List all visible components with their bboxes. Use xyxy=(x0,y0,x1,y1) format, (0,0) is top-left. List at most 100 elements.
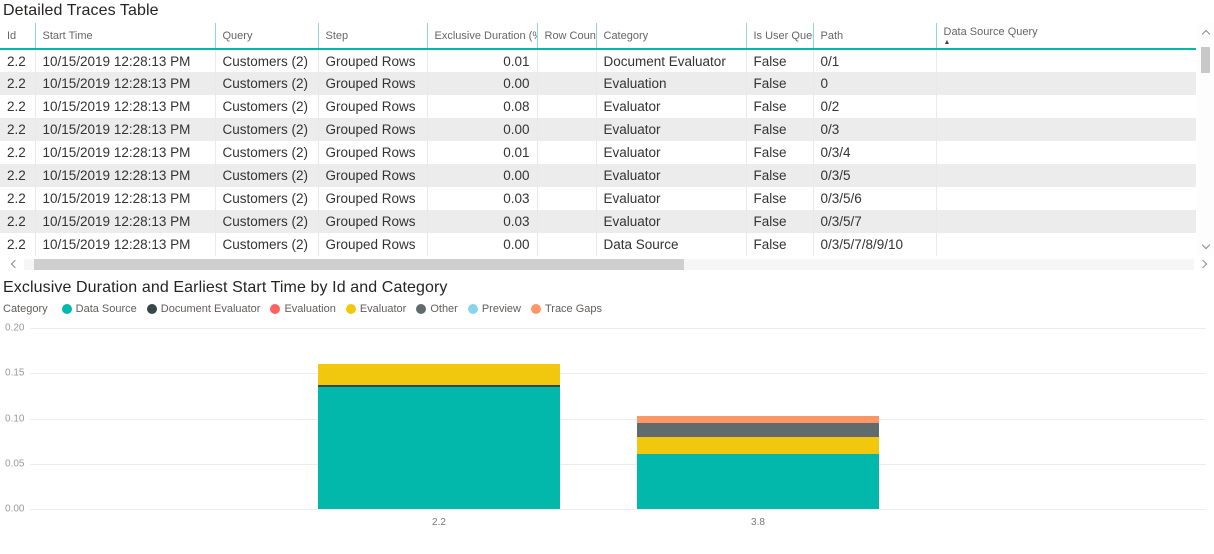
cell-step: Grouped Rows xyxy=(317,164,427,187)
table-vertical-scrollbar[interactable] xyxy=(1197,23,1214,256)
cell-start-time: 10/15/2019 12:28:13 PM xyxy=(34,164,215,187)
cell-id: 2.2 xyxy=(7,145,26,160)
cell-query: Customers (2) xyxy=(214,95,318,118)
column-header-start-time[interactable]: Start Time xyxy=(34,23,215,50)
bar-segment-data-source[interactable] xyxy=(318,386,560,509)
cell-query: Customers (2) xyxy=(214,187,318,210)
stacked-bar-2-2[interactable] xyxy=(318,364,560,509)
chart-title: Exclusive Duration and Earliest Start Ti… xyxy=(3,279,448,296)
cell-path: 0/2 xyxy=(812,95,936,118)
horizontal-scroll-track[interactable] xyxy=(24,258,1194,270)
cell-id: 2.2 xyxy=(7,76,26,91)
bar-segment-document-evaluator[interactable] xyxy=(318,385,560,387)
column-header-data-source-query[interactable]: Data Source Query ▲ xyxy=(935,23,1196,50)
scroll-up-icon[interactable] xyxy=(1201,29,1210,39)
column-header-label: Exclusive Duration (%) xyxy=(434,29,538,42)
cell-step: Grouped Rows xyxy=(317,95,427,118)
cell-exclusive-duration: 0.01 xyxy=(426,49,537,72)
cell-row-count xyxy=(536,118,596,141)
vertical-scroll-thumb[interactable] xyxy=(1201,47,1210,73)
table-row[interactable]: 2.2 10/15/2019 12:28:13 PM Customers (2) Gr… xyxy=(0,141,1196,164)
cell-query: Customers (2) xyxy=(214,141,318,164)
cell-row-count xyxy=(536,164,596,187)
legend-item-other[interactable]: Other xyxy=(416,303,458,315)
cell-row-count xyxy=(536,141,596,164)
column-header-path[interactable]: Path xyxy=(812,23,936,50)
column-header-label: Is User Query xyxy=(753,29,814,42)
legend-item-document-evaluator[interactable]: Document Evaluator xyxy=(146,303,260,315)
cell-data-source-query xyxy=(935,118,1196,141)
table-row[interactable]: 2.2 10/15/2019 12:28:13 PM Customers (2) Gr… xyxy=(0,95,1196,118)
cell-path: 0/1 xyxy=(812,49,936,72)
legend-dot-icon xyxy=(61,304,72,314)
table-row[interactable]: 2.2 10/15/2019 12:28:13 PM Customers (2) Gr… xyxy=(0,187,1196,210)
column-header-query[interactable]: Query xyxy=(214,23,318,50)
legend-dot-icon xyxy=(345,304,356,314)
cell-exclusive-duration: 0.03 xyxy=(426,187,537,210)
cell-data-source-query xyxy=(935,72,1196,95)
table-row[interactable]: 2.2 10/15/2019 12:28:13 PM Customers (2) Gr… xyxy=(0,49,1196,72)
cell-start-time: 10/15/2019 12:28:13 PM xyxy=(34,187,215,210)
x-axis-category-label: 3.8 xyxy=(751,517,765,528)
table-row[interactable]: 2.2 10/15/2019 12:28:13 PM Customers (2) Gr… xyxy=(0,210,1196,233)
cell-query: Customers (2) xyxy=(214,210,318,233)
cell-path: 0 xyxy=(812,72,936,95)
column-header-label: Path xyxy=(820,29,844,42)
column-header-label: Start Time xyxy=(42,29,93,42)
cell-is-user-query: False xyxy=(745,187,813,210)
stacked-bar-3-8[interactable] xyxy=(637,415,879,509)
legend-item-preview[interactable]: Preview xyxy=(467,303,521,315)
legend-dot-icon xyxy=(270,304,281,314)
duration-chart-visual: Exclusive Duration and Earliest Start Ti… xyxy=(0,279,1214,543)
horizontal-scroll-thumb[interactable] xyxy=(34,258,684,270)
bar-segment-evaluator[interactable] xyxy=(637,436,879,454)
cell-step: Grouped Rows xyxy=(317,187,427,210)
cell-data-source-query xyxy=(935,95,1196,118)
gridline xyxy=(30,509,1206,510)
cell-exclusive-duration: 0.01 xyxy=(426,141,537,164)
cell-data-source-query xyxy=(935,141,1196,164)
cell-category: Evaluator xyxy=(595,187,746,210)
table-row[interactable]: 2.2 10/15/2019 12:28:13 PM Customers (2) Gr… xyxy=(0,72,1196,95)
cell-category: Evaluator xyxy=(595,118,746,141)
cell-is-user-query: False xyxy=(745,141,813,164)
bar-segment-evaluator[interactable] xyxy=(318,364,560,386)
bar-segment-data-source[interactable] xyxy=(637,453,879,509)
legend-item-data-source[interactable]: Data Source xyxy=(61,303,137,315)
legend-item-trace-gaps[interactable]: Trace Gaps xyxy=(530,303,602,315)
legend-dot-icon xyxy=(467,304,478,314)
cell-is-user-query: False xyxy=(745,49,813,72)
legend-item-evaluation[interactable]: Evaluation xyxy=(270,303,336,315)
column-header-is-user-query[interactable]: Is User Query xyxy=(745,23,814,50)
cell-id: 2.2 xyxy=(7,214,26,229)
column-header-row-count[interactable]: Row Count xyxy=(536,23,596,50)
cell-step: Grouped Rows xyxy=(317,118,427,141)
cell-path: 0/3/5/6 xyxy=(812,187,936,210)
column-header-exclusive-duration[interactable]: Exclusive Duration (%) xyxy=(426,23,538,50)
column-header-category[interactable]: Category xyxy=(595,23,746,50)
table-header: Id Start Time Query Step Exclusive Duration … xyxy=(0,23,1196,50)
column-header-step[interactable]: Step xyxy=(317,23,427,50)
bar-segment-trace-gaps[interactable] xyxy=(637,415,879,424)
table-row[interactable]: 2.2 10/15/2019 12:28:13 PM Customers (2) Gr… xyxy=(0,233,1196,256)
cell-exclusive-duration: 0.00 xyxy=(426,233,537,256)
cell-row-count xyxy=(536,49,596,72)
cell-query: Customers (2) xyxy=(214,164,318,187)
scroll-down-icon[interactable] xyxy=(1201,240,1210,250)
table-row[interactable]: 2.2 10/15/2019 12:28:13 PM Customers (2) Gr… xyxy=(0,164,1196,187)
table-row[interactable]: 2.2 10/15/2019 12:28:13 PM Customers (2) Gr… xyxy=(0,118,1196,141)
cell-category: Evaluation xyxy=(595,72,746,95)
y-axis-tick-label: 0.00 xyxy=(5,503,25,515)
scroll-left-icon[interactable] xyxy=(10,259,20,269)
cell-category: Data Source xyxy=(595,233,746,256)
column-header-id[interactable]: Id xyxy=(0,23,35,50)
cell-data-source-query xyxy=(935,187,1196,210)
legend-item-evaluator[interactable]: Evaluator xyxy=(345,303,406,315)
scroll-right-icon[interactable] xyxy=(1198,259,1208,269)
column-header-label: Data Source Query xyxy=(943,25,1038,38)
cell-id: 2.2 xyxy=(7,122,26,137)
column-header-label: Category xyxy=(603,29,649,42)
table-horizontal-scrollbar[interactable] xyxy=(0,257,1214,271)
legend-item-label: Other xyxy=(430,303,458,315)
bar-segment-other[interactable] xyxy=(637,423,879,437)
